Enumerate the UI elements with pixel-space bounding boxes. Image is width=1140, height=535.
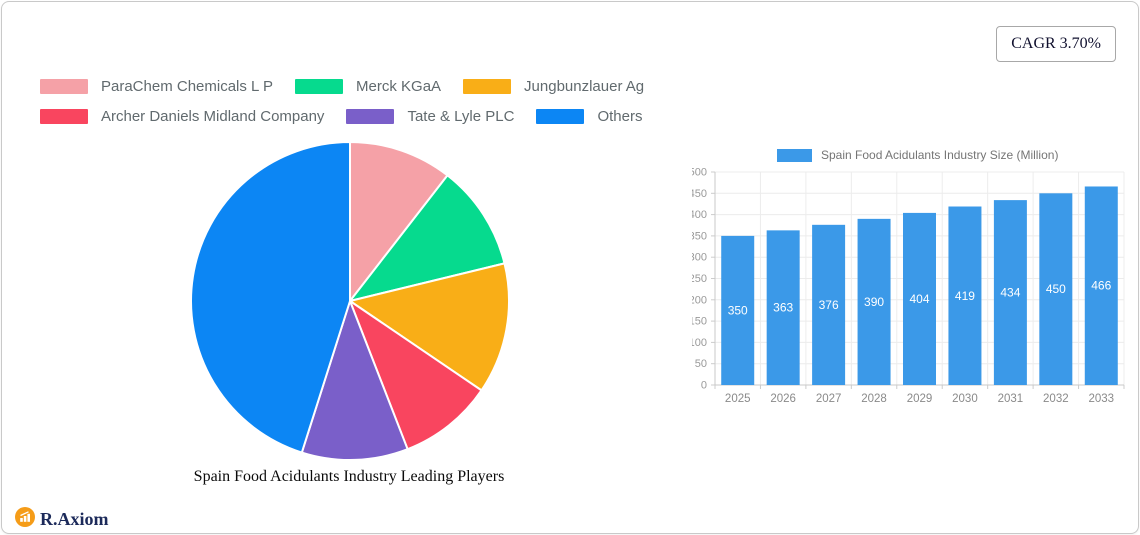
y-axis-label: 350 — [692, 230, 707, 242]
x-axis-label: 2031 — [998, 393, 1024, 405]
pie-chart-title: Spain Food Acidulants Industry Leading P… — [193, 468, 505, 485]
pie-slice-1[interactable] — [349, 174, 506, 302]
bar-2033[interactable] — [1084, 186, 1118, 385]
bar-legend-item[interactable]: Spain Food Acidulants Industry Size (Mil… — [777, 148, 1058, 162]
y-axis-label: 200 — [692, 294, 707, 306]
pie-slice-5[interactable] — [190, 141, 351, 454]
bar-2026[interactable] — [766, 230, 800, 385]
pie-legend: ParaChem Chemicals L P Merck KGaA Jungbunz… — [40, 78, 644, 125]
y-axis-label: 150 — [692, 316, 707, 328]
legend-color-swatch — [463, 79, 512, 94]
logo-icon — [15, 507, 35, 532]
bar-value-label: 466 — [1091, 279, 1111, 293]
x-axis-label: 2029 — [907, 393, 933, 405]
legend-item-4[interactable]: Tate & Lyle PLC — [346, 108, 514, 125]
legend-item-0[interactable]: ParaChem Chemicals L P — [40, 78, 273, 95]
bar-value-label: 390 — [864, 295, 884, 309]
legend-label: Merck KGaA — [356, 78, 442, 95]
pie-slice-0[interactable] — [349, 141, 449, 302]
x-axis-label: 2033 — [1088, 393, 1114, 405]
legend-label: Others — [597, 108, 643, 125]
bar-2032[interactable] — [1039, 193, 1073, 385]
bar-legend-label: Spain Food Acidulants Industry Size (Mil… — [821, 148, 1059, 162]
pie-legend-row: ParaChem Chemicals L P Merck KGaA Jungbunz… — [40, 78, 644, 95]
pie-slice-2[interactable] — [349, 262, 510, 392]
bar-2028[interactable] — [857, 218, 891, 385]
bar-value-label: 376 — [819, 298, 839, 312]
bar-value-label: 350 — [728, 303, 748, 317]
bar-value-label: 450 — [1046, 282, 1066, 296]
cagr-badge: CAGR 3.70% — [996, 26, 1116, 62]
bar-legend-swatch-icon — [777, 148, 812, 162]
legend-item-5[interactable]: Others — [536, 108, 642, 125]
y-axis-label: 400 — [692, 209, 707, 221]
legend-color-swatch — [536, 109, 585, 124]
legend-label: Tate & Lyle PLC — [407, 108, 515, 125]
bar-chart-area: Spain Food Acidulants Industry Size (Mil… — [692, 147, 1140, 417]
y-axis-label: 450 — [692, 188, 707, 200]
bar-value-label: 363 — [773, 301, 793, 315]
pie-legend-row: Archer Daniels Midland Company Tate & Lyl… — [40, 108, 644, 125]
x-axis-label: 2030 — [952, 393, 978, 405]
bar-value-label: 419 — [955, 289, 975, 303]
x-axis-label: 2028 — [861, 393, 887, 405]
legend-item-3[interactable]: Archer Daniels Midland Company — [40, 108, 324, 125]
x-axis-label: 2025 — [725, 393, 751, 405]
y-axis-label: 300 — [692, 252, 707, 264]
pie-chart-svg — [190, 141, 510, 461]
legend-color-swatch — [40, 79, 88, 94]
x-axis-label: 2032 — [1043, 393, 1069, 405]
pie-slice-4[interactable] — [300, 300, 409, 461]
y-axis-label: 100 — [692, 337, 707, 349]
pie-chart — [189, 140, 511, 462]
legend-item-1[interactable]: Merck KGaA — [295, 78, 441, 95]
legend-label: Jungbunzlauer Ag — [524, 78, 645, 95]
bar-value-label: 434 — [1000, 286, 1020, 300]
x-axis-label: 2027 — [816, 393, 842, 405]
legend-color-swatch — [295, 79, 344, 94]
bar-2025[interactable] — [721, 235, 755, 385]
legend-label: Archer Daniels Midland Company — [101, 108, 325, 125]
bar-2029[interactable] — [903, 212, 936, 385]
logo: R.Axiom — [15, 507, 109, 532]
y-axis-label: 250 — [692, 273, 707, 285]
legend-color-swatch — [40, 109, 88, 124]
legend-item-2[interactable]: Jungbunzlauer Ag — [463, 78, 644, 95]
legend-label: ParaChem Chemicals L P — [101, 78, 274, 95]
bar-2027[interactable] — [812, 224, 846, 385]
bar-value-label: 404 — [909, 292, 929, 306]
bar-2031[interactable] — [993, 200, 1027, 385]
y-axis-label: 50 — [695, 358, 707, 370]
y-axis-label: 500 — [692, 167, 707, 179]
legend-color-swatch — [346, 109, 395, 124]
pie-slice-3[interactable] — [349, 300, 483, 451]
bar-chart: 0 50 100 150 200 250 300 350 400 450 500 350 2025 363… — [692, 167, 1125, 405]
y-axis-label: 0 — [701, 380, 707, 392]
logo-text: R.Axiom — [40, 509, 109, 529]
bar-2030[interactable] — [948, 206, 982, 385]
x-axis-label: 2026 — [770, 393, 796, 405]
